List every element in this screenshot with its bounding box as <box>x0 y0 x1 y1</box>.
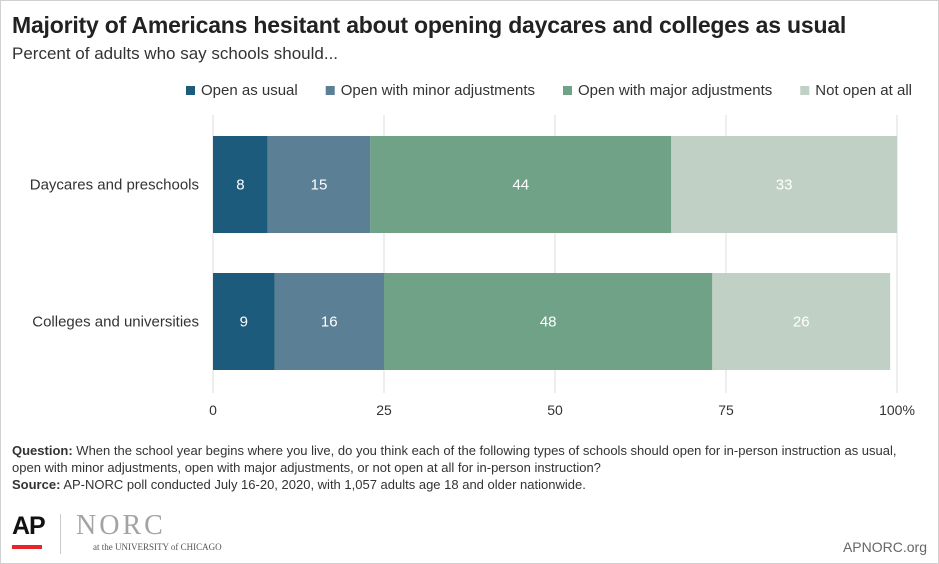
x-tick-label: 25 <box>376 402 392 418</box>
site-link[interactable]: APNORC.org <box>842 539 927 555</box>
bar-segment <box>384 273 713 370</box>
x-tick-label: 50 <box>547 402 563 418</box>
norc-logo: NORC <box>76 510 166 541</box>
stacked-bar-chart: Open as usual Open with minor adjustments… <box>30 82 915 418</box>
chart-notes: Question: When the school year begins wh… <box>12 442 927 493</box>
question-note: Question: When the school year begins wh… <box>12 442 927 476</box>
data-label: 9 <box>240 314 248 331</box>
legend-swatch <box>800 86 810 95</box>
question-label: Question: <box>12 443 73 458</box>
legend-swatch <box>186 86 195 95</box>
data-label: 8 <box>236 177 244 194</box>
data-label: 44 <box>512 177 529 194</box>
chart-subtitle: Percent of adults who say schools should… <box>12 44 339 63</box>
ap-logo: AP <box>12 512 46 540</box>
category-label: Colleges and universities <box>32 314 199 331</box>
category-label: Daycares and preschools <box>30 177 199 194</box>
bar-segment <box>274 273 384 370</box>
legend-label: Open as usual <box>201 82 298 99</box>
data-label: 48 <box>540 314 557 331</box>
data-label: 15 <box>311 177 328 194</box>
chart-title: Majority of Americans hesitant about ope… <box>12 12 847 38</box>
ap-logo-underline <box>12 545 42 549</box>
bar-segment <box>267 136 371 233</box>
norc-logo-subtitle: at the UNIVERSITY of CHICAGO <box>93 542 222 552</box>
x-tick-label: 100% <box>879 402 915 418</box>
bar-segment <box>213 136 268 233</box>
legend-swatch <box>325 86 335 95</box>
bar-segment <box>712 273 891 370</box>
source-text: AP-NORC poll conducted July 16-20, 2020,… <box>63 477 586 492</box>
source-note: Source: AP-NORC poll conducted July 16-2… <box>12 476 927 493</box>
bar-segment <box>370 136 672 233</box>
bar-segment <box>671 136 897 233</box>
bar-segment <box>213 273 275 370</box>
x-tick-label: 75 <box>718 402 734 418</box>
question-text: When the school year begins where you li… <box>12 443 897 475</box>
legend-swatch <box>563 86 572 95</box>
data-label: 33 <box>776 177 793 194</box>
source-label: Source: <box>12 477 61 492</box>
legend-label: Open with major adjustments <box>578 82 772 99</box>
x-tick-label: 0 <box>209 402 217 418</box>
logo-divider <box>60 514 61 554</box>
legend-label: Not open at all <box>815 82 912 99</box>
data-label: 26 <box>793 314 810 331</box>
data-label: 16 <box>321 314 338 331</box>
legend-label: Open with minor adjustments <box>341 82 535 99</box>
